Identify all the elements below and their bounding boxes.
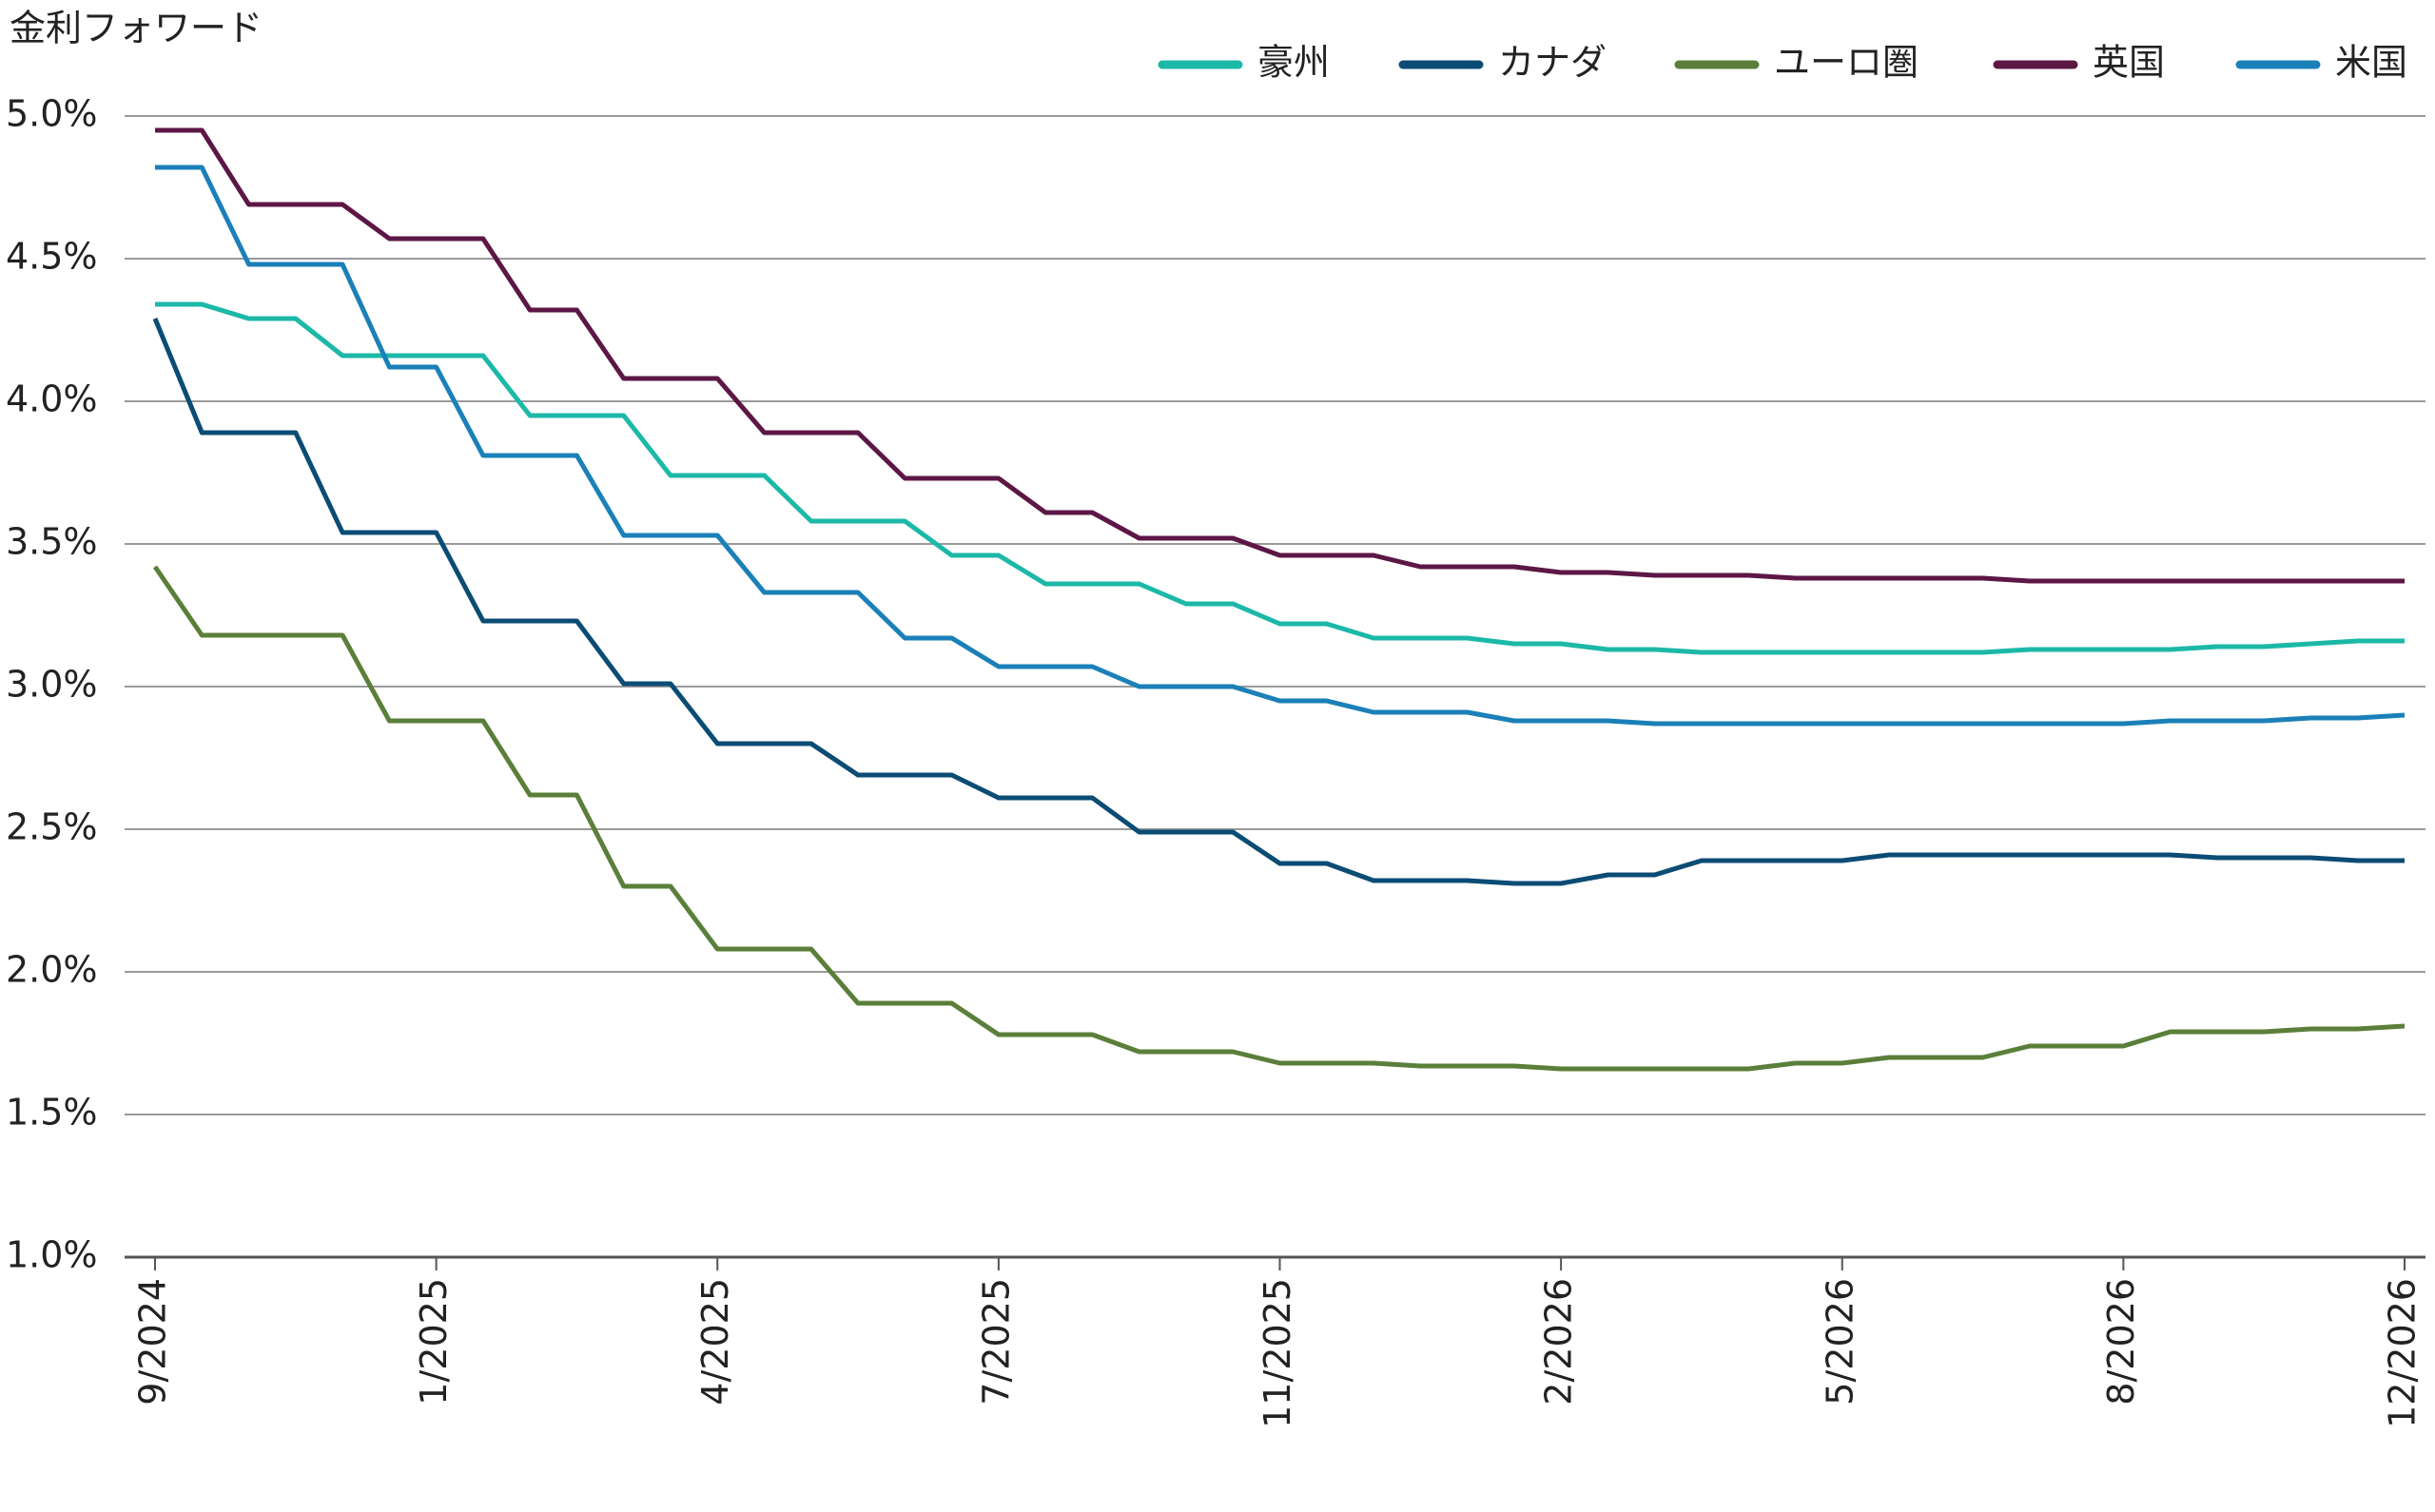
x-tick-label: 11/2025 [1256, 1278, 1298, 1428]
legend-label: カナダ [1498, 42, 1607, 84]
y-tick-label: 1.5% [6, 1092, 98, 1134]
x-tick-label: 1/2025 [413, 1278, 455, 1405]
legend-label: 豪州 [1257, 42, 1330, 84]
y-tick-label: 3.0% [6, 664, 98, 706]
y-tick-label: 2.5% [6, 806, 98, 848]
x-tick-label: 12/2026 [2382, 1278, 2424, 1428]
y-tick-label: 2.0% [6, 949, 98, 991]
legend-label: 米国 [2335, 42, 2407, 84]
legend-label: ユーロ圏 [1774, 42, 1919, 84]
series-line [152, 565, 2406, 1072]
series-line [155, 301, 2405, 655]
series-line [155, 127, 2405, 584]
x-tick-label: 9/2024 [132, 1278, 174, 1405]
x-tick-label: 8/2026 [2100, 1278, 2142, 1405]
x-tick-label: 2/2026 [1538, 1278, 1580, 1405]
y-tick-label: 5.0% [6, 93, 98, 135]
y-tick-label: 1.0% [6, 1234, 98, 1276]
y-tick-label: 4.0% [6, 378, 98, 420]
x-tick-label: 7/2025 [975, 1278, 1017, 1405]
y-tick-label: 4.5% [6, 236, 98, 278]
y-tick-label: 3.5% [6, 521, 98, 563]
x-tick-label: 5/2026 [1819, 1278, 1860, 1405]
series-line [155, 165, 2406, 727]
legend-label: 英国 [2093, 42, 2165, 84]
x-tick-label: 4/2025 [694, 1278, 736, 1405]
chart-title: 金利フォワード [10, 8, 263, 49]
series-line [152, 318, 2405, 886]
